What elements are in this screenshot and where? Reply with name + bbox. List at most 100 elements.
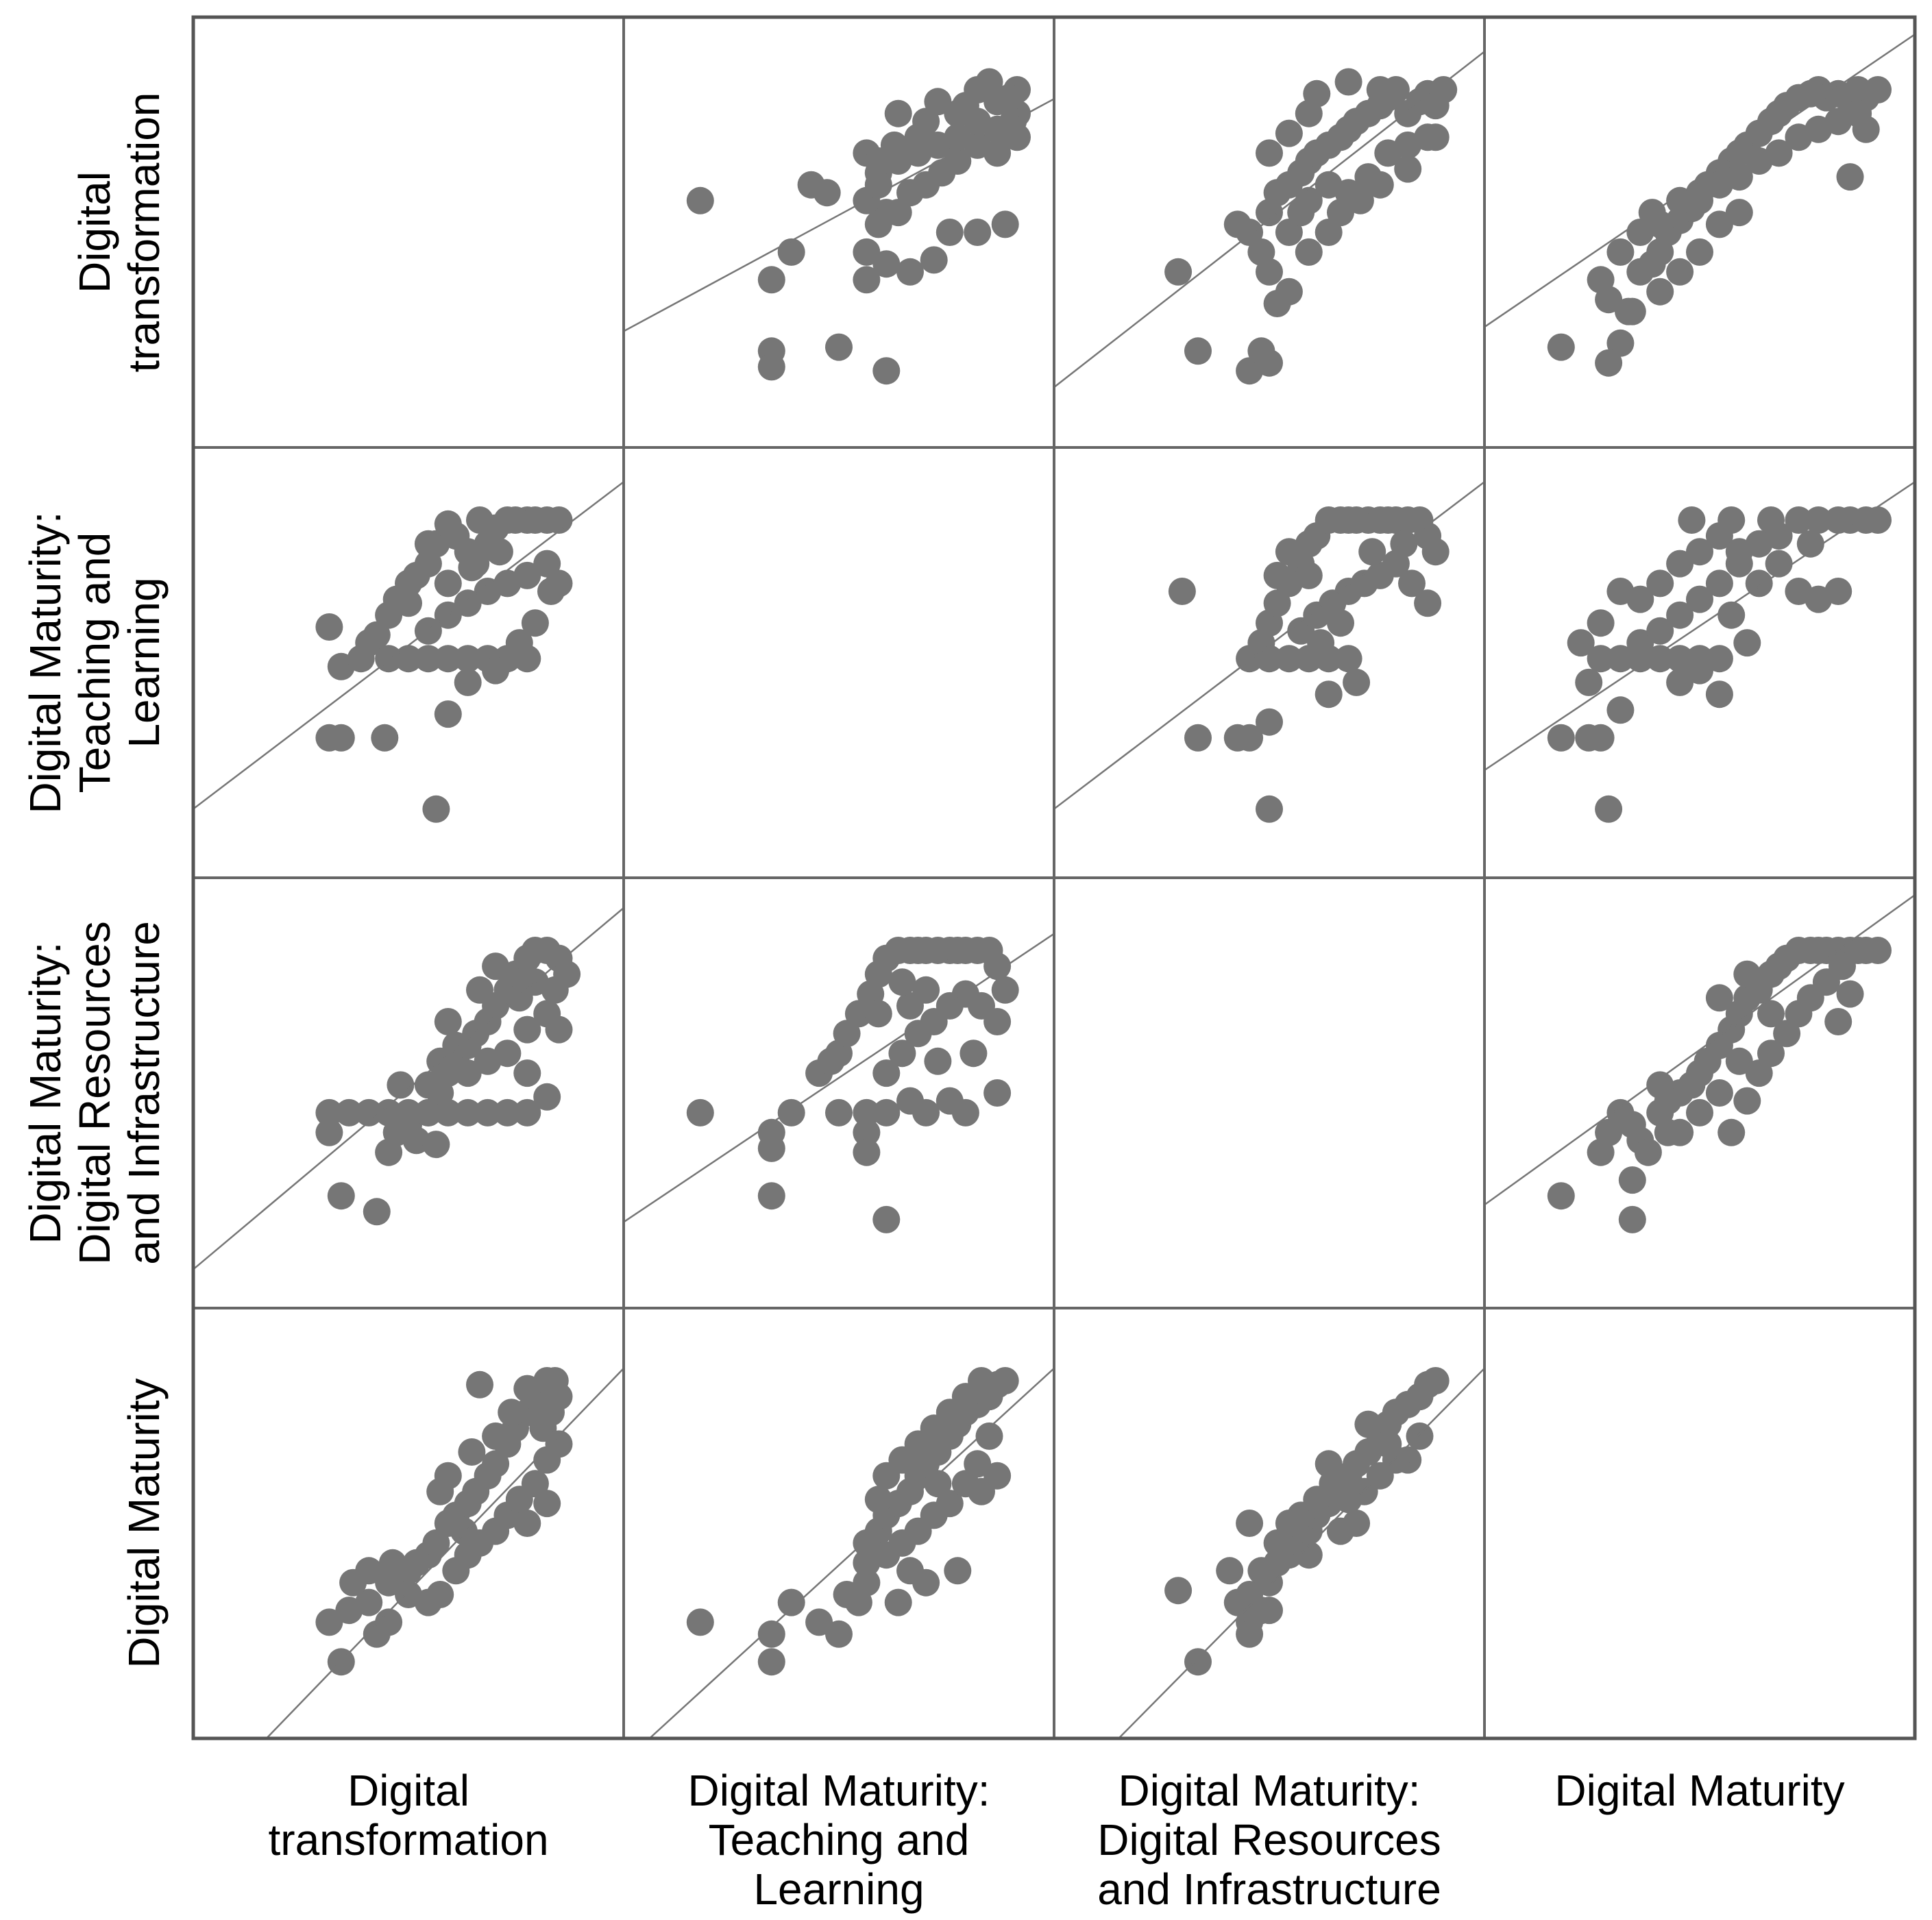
scatter-point bbox=[537, 578, 565, 605]
scatter-point bbox=[872, 1205, 901, 1233]
scatter-point bbox=[1666, 258, 1694, 286]
scatter-point bbox=[1717, 601, 1746, 629]
scatter-point bbox=[1686, 538, 1713, 566]
scatter-point bbox=[1646, 569, 1674, 598]
scatter-point bbox=[458, 554, 486, 582]
scatter-point bbox=[864, 1486, 892, 1514]
scatter-point bbox=[1256, 708, 1283, 736]
scatter-point bbox=[936, 219, 964, 246]
scatter-point bbox=[872, 357, 901, 385]
scatter-point bbox=[482, 1422, 510, 1450]
scatter-point bbox=[466, 1370, 493, 1399]
scatter-point bbox=[1168, 578, 1196, 605]
scatter-point bbox=[1421, 538, 1450, 566]
scatter-point bbox=[1618, 1205, 1646, 1233]
fit-line bbox=[1484, 481, 1915, 772]
scatter-point bbox=[1836, 163, 1864, 191]
scatter-point bbox=[686, 1608, 714, 1636]
scatter-point bbox=[1618, 297, 1646, 325]
scatter-point bbox=[757, 1134, 785, 1162]
panel-2-1 bbox=[624, 933, 1054, 1233]
scatter-point bbox=[1236, 1581, 1264, 1608]
scatter-point bbox=[422, 795, 450, 823]
scatter-point bbox=[1358, 538, 1386, 566]
scatter-point bbox=[442, 1031, 470, 1059]
scatter-point bbox=[1275, 278, 1303, 306]
scatter-point bbox=[995, 84, 1023, 112]
scatter-point bbox=[1733, 960, 1761, 988]
fit-line bbox=[1118, 1368, 1484, 1738]
scatter-point bbox=[884, 199, 912, 227]
scatter-point bbox=[1666, 668, 1694, 696]
scatter-point bbox=[1765, 139, 1793, 167]
scatter-point bbox=[983, 1008, 1012, 1035]
scatter-point bbox=[991, 976, 1019, 1004]
y-label-dmtl: Digital Maturity:Teaching andLearning bbox=[21, 512, 169, 814]
scatter-point bbox=[1618, 1166, 1646, 1194]
scatter-point bbox=[454, 1098, 482, 1127]
scatter-point bbox=[545, 506, 573, 534]
scatter-point bbox=[1547, 333, 1575, 361]
scatter-point bbox=[505, 629, 533, 657]
scatter-point bbox=[493, 1039, 522, 1068]
scatter-point bbox=[1646, 278, 1674, 306]
matrix-cell-0-0 bbox=[193, 17, 624, 447]
fit-line bbox=[648, 1367, 1054, 1738]
scatter-point bbox=[1354, 1410, 1382, 1438]
scatter-point bbox=[944, 123, 972, 151]
scatter-point bbox=[757, 1648, 785, 1676]
scatter-point bbox=[1725, 163, 1753, 191]
scatter-point bbox=[1666, 550, 1694, 578]
scatter-point bbox=[1733, 1087, 1761, 1115]
scatter-point bbox=[884, 1588, 912, 1616]
scatter-point bbox=[1247, 337, 1275, 365]
scatter-point bbox=[363, 1198, 391, 1226]
scatter-point bbox=[414, 530, 442, 558]
scatter-point bbox=[825, 1620, 853, 1648]
scatter-point bbox=[1547, 724, 1575, 752]
scatter-point bbox=[482, 952, 510, 981]
scatter-point bbox=[844, 1000, 872, 1028]
scatter-point bbox=[912, 1568, 940, 1597]
scatter-point bbox=[395, 589, 422, 617]
scatter-point bbox=[1414, 589, 1442, 617]
scatter-point bbox=[315, 1098, 343, 1127]
scatter-point bbox=[1705, 1079, 1733, 1107]
panel-0-2 bbox=[1054, 51, 1484, 389]
scatter-point bbox=[1725, 538, 1753, 566]
scatter-point bbox=[1315, 219, 1343, 246]
scatter-point bbox=[1717, 506, 1746, 534]
scatter-point bbox=[1164, 258, 1193, 286]
scatter-point bbox=[936, 1490, 964, 1518]
panel-1-3 bbox=[1484, 481, 1915, 823]
scatter-point bbox=[395, 1098, 422, 1127]
y-label-dm: Digital Maturity bbox=[119, 1378, 169, 1668]
fit-line bbox=[193, 481, 624, 810]
scatter-point bbox=[805, 1608, 833, 1636]
scatter-point bbox=[1773, 1020, 1801, 1048]
scatter-point bbox=[1725, 1047, 1753, 1075]
scatter-point bbox=[1654, 1118, 1682, 1146]
scatter-point bbox=[1705, 984, 1733, 1012]
fit-line bbox=[1484, 34, 1915, 328]
scatter-point bbox=[434, 700, 462, 728]
scatter-point bbox=[1343, 668, 1371, 696]
scatter-point bbox=[1327, 609, 1354, 637]
scatter-point bbox=[378, 1549, 406, 1577]
scatter-point bbox=[864, 171, 892, 199]
scatter-point bbox=[434, 1098, 462, 1127]
scatter-point bbox=[513, 561, 541, 589]
scatter-point bbox=[888, 968, 916, 996]
matrix-cell-3-3 bbox=[1484, 1308, 1915, 1738]
scatter-point bbox=[1216, 1557, 1244, 1585]
scatter-point bbox=[872, 1059, 901, 1087]
scatter-point bbox=[339, 1568, 367, 1597]
scatter-point bbox=[1829, 952, 1856, 981]
scatter-point bbox=[1626, 629, 1654, 657]
scatter-point bbox=[884, 99, 912, 127]
scatter-point bbox=[1705, 645, 1733, 673]
scatter-point bbox=[1315, 1450, 1343, 1478]
scatter-point bbox=[1634, 1138, 1662, 1166]
panel-3-2 bbox=[1118, 1367, 1484, 1738]
panel-2-3 bbox=[1484, 894, 1915, 1233]
